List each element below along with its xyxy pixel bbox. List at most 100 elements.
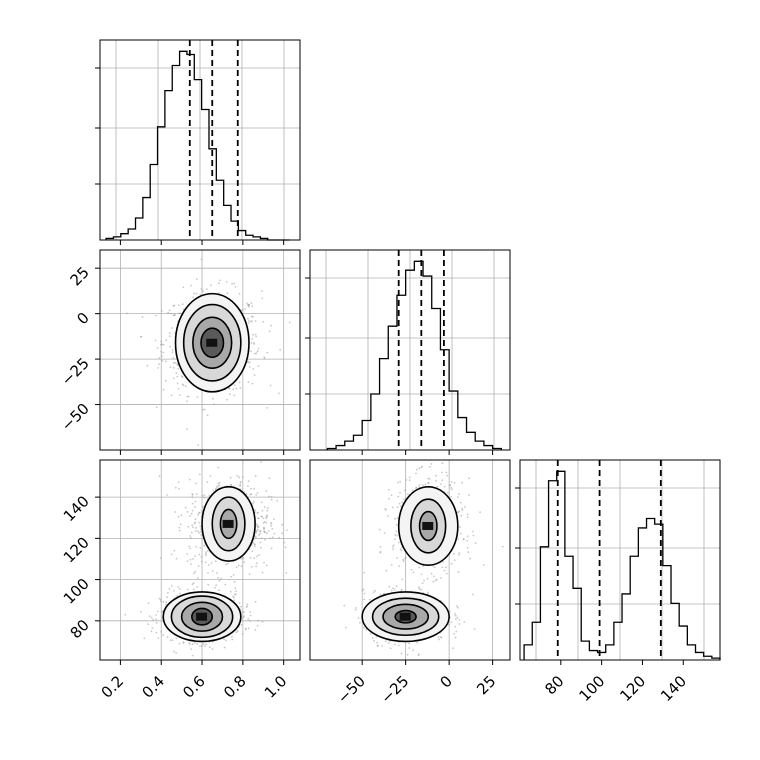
scatter-point bbox=[253, 374, 256, 376]
scatter-point bbox=[437, 636, 440, 639]
scatter-point bbox=[247, 480, 250, 483]
scatter-point bbox=[232, 388, 235, 391]
scatter-point bbox=[191, 502, 194, 505]
scatter-point bbox=[271, 536, 274, 539]
scatter-point bbox=[266, 351, 269, 354]
scatter-point bbox=[258, 554, 261, 556]
scatter-point bbox=[390, 564, 393, 566]
scatter-point bbox=[396, 506, 399, 508]
scatter-point bbox=[363, 571, 366, 574]
scatter-point bbox=[247, 361, 250, 363]
scatter-point bbox=[242, 616, 244, 619]
scatter-point bbox=[257, 347, 260, 350]
scatter-point bbox=[472, 534, 475, 537]
scatter-point bbox=[479, 511, 481, 514]
scatter-point bbox=[177, 388, 180, 390]
scatter-p1-p3-points bbox=[124, 461, 288, 657]
scatter-point bbox=[195, 292, 198, 295]
scatter-point bbox=[240, 557, 243, 560]
scatter-point bbox=[170, 553, 173, 555]
scatter-point bbox=[399, 505, 402, 508]
scatter-point bbox=[397, 541, 400, 544]
scatter-point bbox=[187, 395, 190, 398]
scatter-point bbox=[189, 547, 192, 550]
scatter-point bbox=[392, 544, 395, 547]
scatter-point bbox=[398, 502, 401, 505]
scatter-point bbox=[175, 652, 178, 654]
scatter-point bbox=[260, 290, 263, 292]
scatter-point bbox=[178, 526, 181, 529]
scatter-point bbox=[450, 621, 453, 624]
scatter-point bbox=[186, 395, 189, 398]
scatter-point bbox=[224, 583, 227, 586]
scatter-point bbox=[390, 494, 393, 497]
scatter-point bbox=[461, 509, 464, 512]
scatter-point bbox=[391, 506, 394, 509]
scatter-point bbox=[249, 620, 251, 622]
scatter-point bbox=[196, 577, 199, 579]
scatter-point bbox=[192, 526, 194, 529]
scatter-point bbox=[257, 528, 259, 531]
scatter-point bbox=[212, 489, 215, 492]
scatter-point bbox=[464, 506, 466, 508]
scatter-point bbox=[193, 292, 195, 295]
scatter-point bbox=[247, 627, 250, 630]
scatter-point bbox=[278, 392, 280, 395]
density-peak bbox=[196, 612, 208, 621]
scatter-point bbox=[402, 498, 405, 501]
scatter-point bbox=[385, 569, 388, 572]
scatter-point bbox=[248, 305, 250, 308]
scatter-point bbox=[270, 498, 273, 501]
scatter-point bbox=[176, 375, 179, 378]
scatter-point bbox=[208, 494, 211, 497]
scatter-point bbox=[395, 534, 398, 537]
scatter-point bbox=[195, 493, 198, 495]
scatter-point bbox=[412, 571, 415, 574]
scatter-point bbox=[191, 643, 194, 646]
scatter-point bbox=[160, 630, 163, 633]
bottom-left-x-tick-label: 0.2 bbox=[98, 672, 128, 702]
scatter-point bbox=[238, 602, 241, 604]
scatter-point bbox=[249, 361, 251, 364]
scatter-point bbox=[234, 286, 237, 288]
scatter-point bbox=[178, 529, 181, 532]
scatter-point bbox=[175, 372, 178, 375]
scatter-point bbox=[471, 593, 474, 596]
scatter-point bbox=[201, 494, 204, 497]
scatter-point bbox=[372, 591, 375, 594]
scatter-point bbox=[273, 518, 275, 521]
scatter-point bbox=[395, 585, 398, 588]
scatter-point bbox=[235, 631, 238, 634]
scatter-point bbox=[247, 317, 249, 320]
scatter-point bbox=[206, 481, 209, 483]
scatter-point bbox=[267, 507, 269, 510]
scatter-point bbox=[387, 642, 390, 644]
scatter-point bbox=[456, 605, 458, 607]
scatter-point bbox=[254, 352, 256, 355]
scatter-point bbox=[254, 333, 257, 336]
scatter-point bbox=[263, 357, 266, 360]
scatter-point bbox=[190, 563, 192, 566]
scatter-point bbox=[155, 614, 158, 616]
scatter-point bbox=[178, 488, 181, 490]
scatter-point bbox=[212, 397, 214, 400]
left-bottom-y-tick-label: 100 bbox=[60, 575, 93, 608]
density-peak bbox=[222, 519, 234, 528]
scatter-point bbox=[450, 481, 453, 483]
scatter-point bbox=[200, 645, 203, 648]
scatter-point bbox=[203, 496, 206, 499]
scatter-point bbox=[223, 646, 226, 649]
scatter-point bbox=[196, 586, 199, 588]
scatter-point bbox=[450, 487, 452, 489]
scatter-point bbox=[203, 494, 206, 496]
scatter-point bbox=[180, 375, 183, 378]
scatter-point bbox=[255, 562, 258, 565]
scatter-point bbox=[468, 494, 470, 496]
scatter-point bbox=[240, 565, 243, 568]
scatter-point bbox=[395, 530, 398, 533]
scatter-point bbox=[157, 637, 160, 639]
scatter-point bbox=[426, 577, 429, 580]
scatter-point bbox=[169, 639, 172, 642]
scatter-point bbox=[229, 590, 232, 593]
scatter-point bbox=[343, 604, 346, 607]
